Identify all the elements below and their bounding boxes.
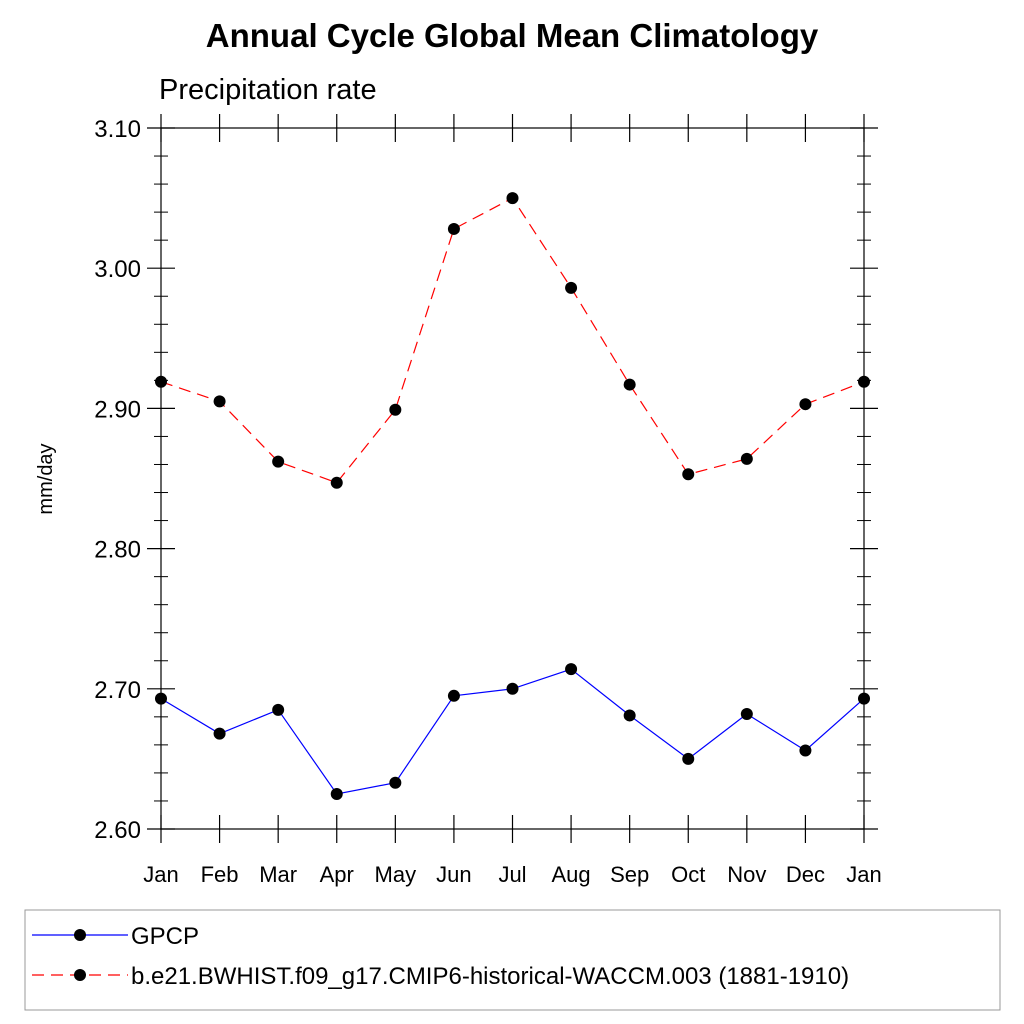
data-point-series-0 [447, 689, 460, 702]
plot-frame [160, 127, 865, 830]
legend-label-waccm: b.e21.BWHIST.f09_g17.CMIP6-historical-WA… [131, 963, 849, 990]
data-point-series-1 [565, 281, 578, 294]
legend-box [24, 909, 1001, 1011]
x-tick-label: Sep [610, 862, 649, 887]
data-point-series-0 [213, 727, 226, 740]
x-tick-label: Mar [259, 862, 297, 887]
series-line-1 [160, 197, 865, 484]
y-tick-label: 2.90 [94, 396, 141, 423]
data-point-series-1 [447, 222, 460, 235]
y-axis-title: mm/day [35, 443, 57, 514]
data-point-series-0 [330, 787, 343, 800]
x-tick-label: Nov [727, 862, 766, 887]
y-tick-labels: 2.60 2.70 2.80 2.90 3.00 3.10 [94, 116, 141, 844]
data-point-series-1 [623, 378, 636, 391]
x-tick-label: Feb [201, 862, 239, 887]
data-point-series-1 [506, 192, 519, 205]
data-point-series-1 [389, 403, 402, 416]
series-group [155, 192, 870, 800]
data-point-series-1 [682, 468, 695, 481]
legend-marker-gpcp [74, 929, 86, 941]
data-point-series-1 [272, 455, 285, 468]
x-tick-label: Jun [436, 862, 471, 887]
data-point-series-0 [858, 692, 870, 705]
data-point-series-1 [858, 375, 870, 388]
legend-item-gpcp: GPCP [32, 923, 199, 950]
data-point-series-0 [682, 752, 695, 765]
x-tick-label: Jan [846, 862, 881, 887]
data-point-series-0 [506, 682, 519, 695]
y-tick-label: 2.80 [94, 537, 141, 564]
data-point-series-1 [155, 375, 167, 388]
data-point-series-0 [740, 708, 753, 721]
y-tick-label: 3.10 [94, 116, 141, 143]
x-tick-label: Apr [320, 862, 354, 887]
legend-marker-waccm [74, 969, 86, 981]
data-point-series-1 [213, 395, 226, 408]
x-tick-label: Dec [786, 862, 825, 887]
data-point-series-1 [740, 452, 753, 465]
data-point-series-0 [389, 776, 402, 789]
data-point-series-1 [799, 398, 812, 411]
y-tick-label: 2.60 [94, 817, 141, 844]
data-point-series-0 [272, 703, 285, 716]
legend-item-waccm: b.e21.BWHIST.f09_g17.CMIP6-historical-WA… [32, 963, 849, 990]
chart-title: Annual Cycle Global Mean Climatology [206, 17, 819, 54]
chart-subtitle: Precipitation rate [159, 74, 377, 106]
data-point-series-1 [330, 476, 343, 489]
x-tick-label: Aug [552, 862, 591, 887]
axis-ticks [147, 114, 878, 843]
data-point-series-0 [565, 663, 578, 676]
y-tick-label: 2.70 [94, 677, 141, 704]
x-tick-label: May [375, 862, 417, 887]
data-point-series-0 [623, 709, 636, 722]
x-tick-label: Jan [143, 862, 178, 887]
x-tick-label: Jul [498, 862, 526, 887]
y-tick-label: 3.00 [94, 256, 141, 283]
legend-label-gpcp: GPCP [131, 923, 199, 950]
x-tick-label: Oct [671, 862, 705, 887]
data-point-series-0 [155, 692, 167, 705]
data-point-series-0 [799, 744, 812, 757]
x-tick-labels: Jan Feb Mar Apr May Jun Jul Aug Sep Oct Nov Dec Jan [143, 862, 881, 887]
